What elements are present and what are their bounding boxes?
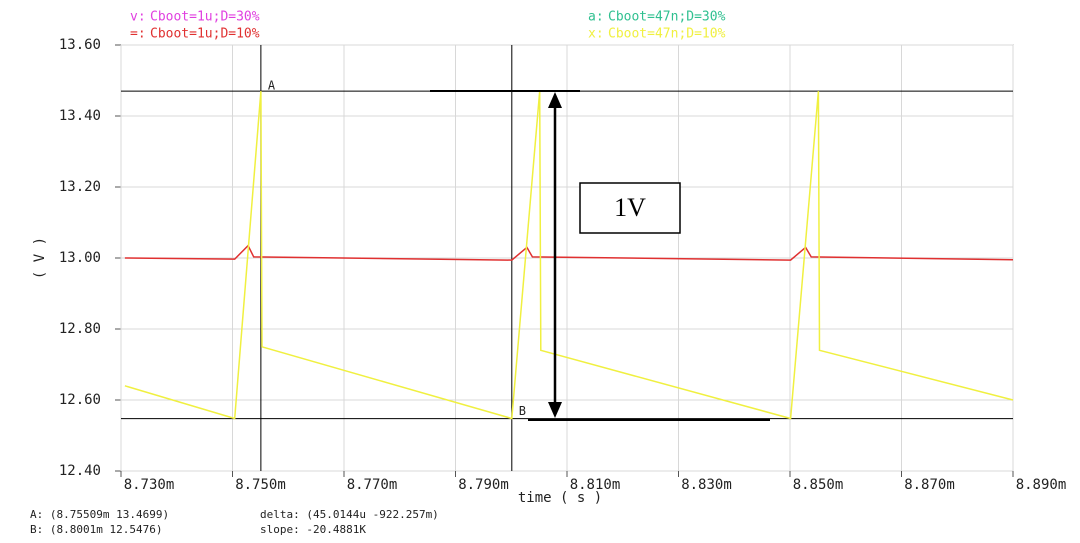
cursor-readout: B: (8.8001m 12.5476) <box>30 523 162 536</box>
x-tick-label: 8.790m <box>458 477 509 493</box>
x-tick-label: 8.770m <box>347 477 398 493</box>
legend-marker: =: <box>130 27 146 42</box>
slope-readout: slope: -20.4881K <box>260 523 366 536</box>
y-tick-label: 12.80 <box>59 321 101 337</box>
x-tick-label: 8.890m <box>1016 477 1067 493</box>
legend-label: Cboot=47n;D=30% <box>608 10 726 25</box>
cursor-readout: A: (8.75509m 13.4699) <box>30 508 169 521</box>
delta-readout: delta: (45.0144u -922.257m) <box>260 508 439 521</box>
cursor-label: B <box>519 404 526 418</box>
annotation-box <box>579 182 681 234</box>
y-tick-label: 12.60 <box>59 392 101 408</box>
arrow-head <box>548 92 562 108</box>
legend-marker: x: <box>588 27 604 42</box>
legend-label: Cboot=1u;D=10% <box>150 27 260 42</box>
y-tick-label: 13.40 <box>59 108 101 124</box>
x-axis-label: time ( s ) <box>518 490 602 506</box>
y-axis-label: ( V ) <box>32 237 48 279</box>
legend-label: Cboot=1u;D=30% <box>150 10 260 25</box>
x-tick-label: 8.810m <box>570 477 621 493</box>
legend-marker: v: <box>130 10 146 25</box>
arrow-head <box>548 402 562 418</box>
x-tick-label: 8.830m <box>681 477 732 493</box>
plot-layer: 12.40 12.60 12.80 13.00 13.20 13.40 13.60 8.730… <box>59 37 1066 493</box>
legend-label: Cboot=47n;D=10% <box>608 27 726 42</box>
x-tick-label: 8.850m <box>793 477 844 493</box>
x-tick-label: 8.750m <box>235 477 286 493</box>
y-tick-label: 13.20 <box>59 179 101 195</box>
cursor-label: A <box>268 79 276 93</box>
y-tick-label: 13.00 <box>59 250 101 266</box>
annotation-text: 1V <box>614 193 646 222</box>
y-tick-label: 13.60 <box>59 37 101 53</box>
legend-marker: a: <box>588 10 604 25</box>
x-tick-label: 8.870m <box>904 477 955 493</box>
y-tick-label: 12.40 <box>59 463 101 479</box>
x-tick-label: 8.730m <box>124 477 175 493</box>
dimension-annotation: 1V <box>430 90 770 421</box>
